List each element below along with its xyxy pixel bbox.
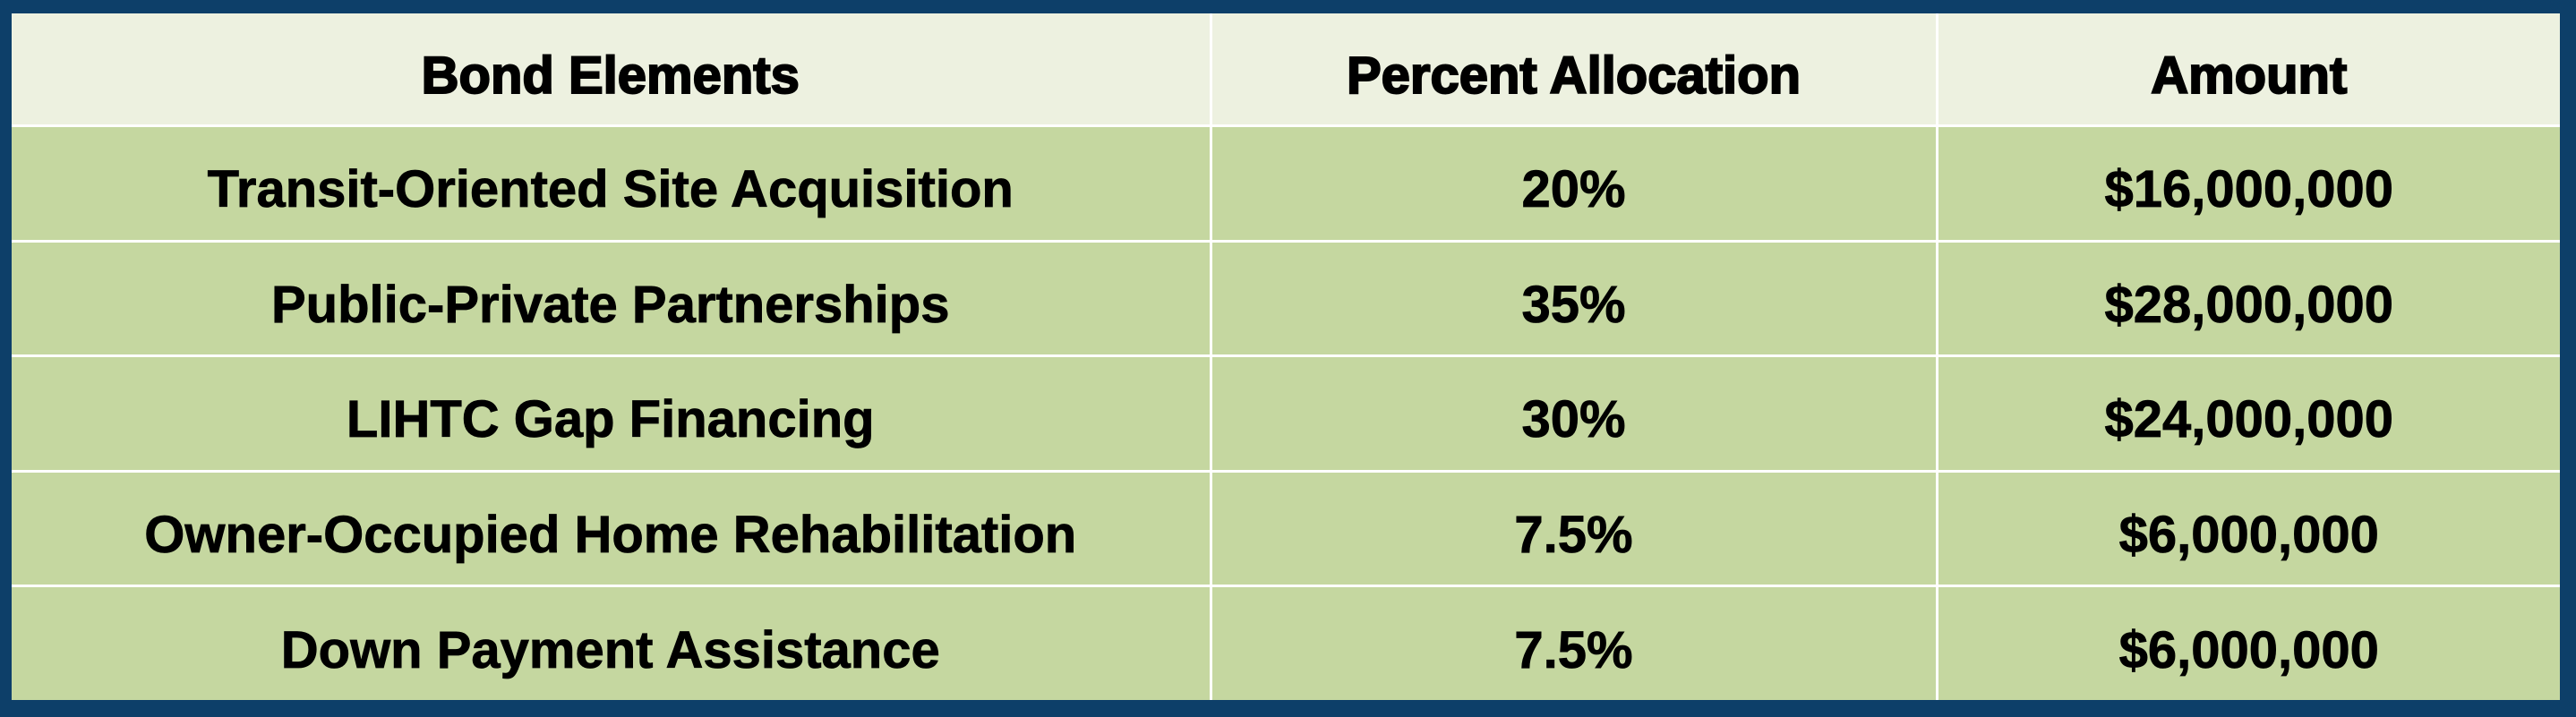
table-cell: Public-Private Partnerships xyxy=(12,239,1212,358)
table-cell: 7.5% xyxy=(1209,585,1938,700)
header-cell: Bond Elements xyxy=(12,13,1212,127)
table-row: Transit-Oriented Site Acquisition 20% $16,… xyxy=(12,124,2560,243)
table-cell: Down Payment Assistance xyxy=(12,585,1212,700)
table-row: Public-Private Partnerships 35% $28,000,00… xyxy=(12,239,2560,358)
header-cell: Amount xyxy=(1935,13,2560,127)
table-row: LIHTC Gap Financing 30% $24,000,000 xyxy=(12,354,2560,473)
table-row: Owner-Occupied Home Rehabilitation 7.5% $6… xyxy=(12,469,2560,588)
table-cell: Owner-Occupied Home Rehabilitation xyxy=(12,469,1212,588)
table-cell: $6,000,000 xyxy=(1935,585,2560,700)
table-body: Transit-Oriented Site Acquisition 20% $16,… xyxy=(12,124,2560,700)
table-row: Down Payment Assistance 7.5% $6,000,000 xyxy=(12,585,2560,700)
table-cell: $6,000,000 xyxy=(1935,469,2560,588)
allocation-table: Bond Elements Percent Allocation Amount Tr… xyxy=(12,13,2560,700)
table-container: Bond Elements Percent Allocation Amount Tr… xyxy=(12,13,2560,700)
table-cell: 7.5% xyxy=(1209,469,1938,588)
header-row: Bond Elements Percent Allocation Amount xyxy=(12,13,2560,127)
header-cell: Percent Allocation xyxy=(1209,13,1938,127)
table-cell: LIHTC Gap Financing xyxy=(12,354,1212,473)
table-cell: 20% xyxy=(1209,124,1938,243)
table-cell: $28,000,000 xyxy=(1935,239,2560,358)
table-cell: $16,000,000 xyxy=(1935,124,2560,243)
table-cell: 30% xyxy=(1209,354,1938,473)
table-cell: Transit-Oriented Site Acquisition xyxy=(12,124,1212,243)
table-cell: 35% xyxy=(1209,239,1938,358)
table-cell: $24,000,000 xyxy=(1935,354,2560,473)
